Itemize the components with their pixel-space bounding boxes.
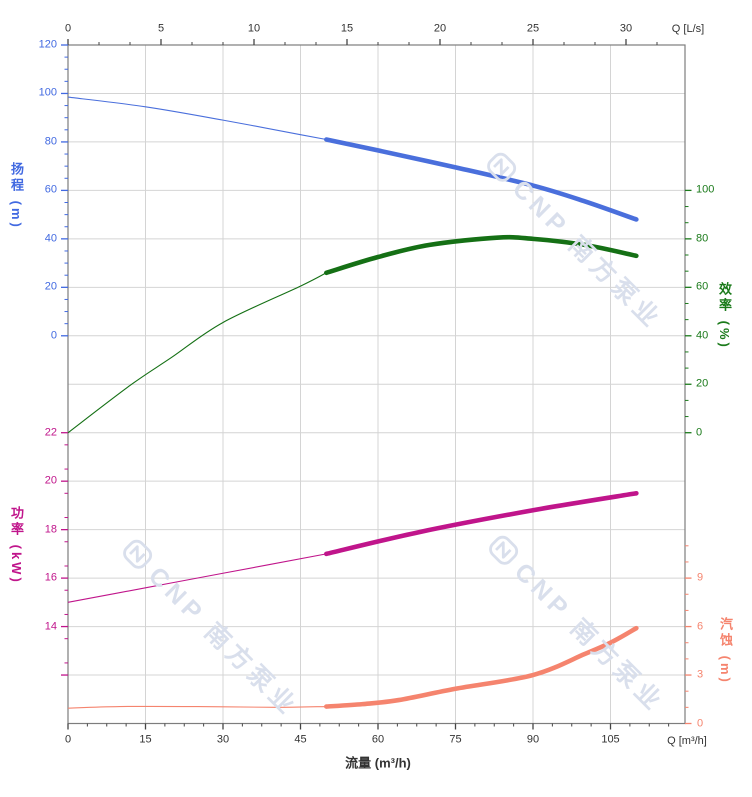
efficiency-tick-label: 40 (696, 329, 709, 342)
bottom-axis-tick-label: 15 (139, 733, 152, 746)
efficiency-tick-label: 60 (696, 280, 709, 293)
top-axis-unit-label: Q [L/s] (671, 23, 705, 35)
bottom-axis-tick-label: 75 (449, 733, 462, 746)
npsh-curve-thin (67, 705, 327, 709)
top-axis-tick-label: 5 (157, 22, 165, 35)
npsh-tick-label: 3 (697, 668, 704, 681)
head-tick-label: 0 (50, 329, 57, 342)
flow-axis-title: 流量 (m³/h) (345, 755, 411, 771)
head-tick-label: 80 (44, 135, 57, 148)
top-axis-tick-label: 20 (433, 22, 447, 35)
efficiency-tick-label: 0 (696, 426, 703, 439)
top-axis-tick-label: 25 (526, 22, 540, 35)
efficiency-axis-title: 效率 (%) (717, 282, 732, 350)
head-tick-label: 40 (44, 232, 57, 245)
watermark: CNP 南方泵业 (481, 527, 674, 720)
cnp-logo-icon (118, 534, 159, 575)
top-axis-tick-label: 0 (64, 22, 72, 35)
head-tick-label: 100 (38, 86, 57, 99)
bottom-axis-tick-label: 60 (371, 733, 385, 746)
cnp-logo-icon (482, 147, 523, 188)
head-tick-label: 120 (38, 38, 57, 51)
npsh-tick-label: 9 (697, 571, 704, 584)
efficiency-tick-label: 100 (696, 183, 715, 196)
bottom-axis-tick-label: 105 (601, 733, 620, 746)
cnp-logo-icon (484, 530, 525, 571)
power-tick-label: 14 (44, 620, 57, 633)
power-tick-label: 20 (44, 474, 57, 487)
head-tick-label: 20 (44, 280, 57, 293)
top-axis-tick-label: 15 (340, 22, 354, 35)
power-tick-label: 16 (44, 571, 57, 584)
npsh-tick-label: 0 (697, 717, 704, 729)
bottom-axis-tick-label: 0 (64, 733, 72, 746)
efficiency-curve-thin (67, 272, 327, 434)
power-curve-thin (67, 553, 327, 603)
bottom-axis-tick-label: 45 (294, 733, 307, 746)
npsh-tick-label: 6 (697, 620, 704, 633)
efficiency-tick-label: 20 (696, 377, 709, 390)
bottom-axis-unit-label: Q [m³/h] (667, 735, 707, 747)
top-axis-tick-label: 10 (247, 22, 261, 35)
efficiency-tick-label: 80 (696, 232, 709, 245)
npsh-axis-title: 汽蚀 (m) (718, 617, 733, 685)
bottom-axis-tick-label: 90 (526, 733, 540, 746)
bottom-axis-tick-label: 30 (216, 733, 230, 746)
head-axis-title: 扬程 (m) (9, 162, 24, 230)
efficiency-curve (324, 234, 639, 276)
watermark: CNP 南方泵业 (479, 144, 672, 337)
power-curve (324, 490, 639, 557)
head-curve-thin (67, 96, 327, 141)
power-tick-label: 22 (44, 426, 57, 439)
head-curve (324, 137, 639, 222)
top-axis-tick-label: 30 (619, 22, 633, 35)
npsh-curve (324, 625, 639, 709)
power-axis-title: 功率 (kW) (9, 506, 24, 585)
watermark: CNP 南方泵业 (115, 531, 308, 724)
head-tick-label: 60 (44, 183, 57, 196)
power-tick-label: 18 (44, 523, 57, 536)
